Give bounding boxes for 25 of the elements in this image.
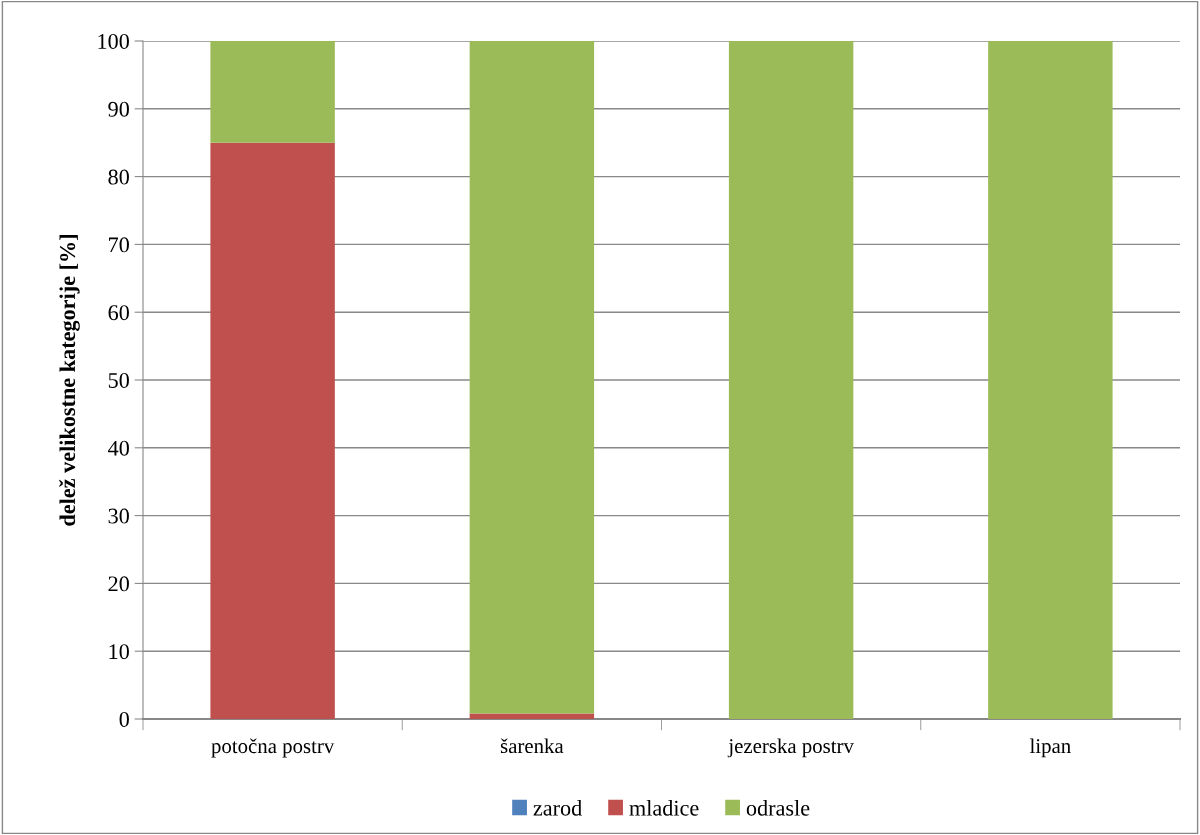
legend-label: odrasle [746,800,810,816]
y-tick-label: 20 [108,576,129,592]
y-tick-label: 40 [108,440,129,456]
bar [210,142,335,719]
y-tick-label: 100 [98,33,129,49]
y-tick-label: 60 [108,305,129,321]
y-axis-title: delež velikostne kategorije [%] [59,235,80,526]
bar [469,41,595,714]
bar [728,41,854,719]
bar [988,41,1113,719]
y-tick-label: 30 [108,508,129,524]
bar [469,713,595,719]
legend-label: zarod [533,800,582,816]
x-tick-label: jezerska postrv [727,738,854,758]
y-tick-label: 90 [108,101,129,117]
y-tick-label: 0 [119,711,129,727]
legend-label: mladice [629,800,699,816]
x-tick-label: lipan [1029,738,1071,758]
y-tick-label: 80 [108,169,129,185]
y-tick-label: 70 [109,237,129,253]
x-tick-label: šarenka [500,738,564,754]
y-tick-label: 10 [109,644,129,660]
x-tick-label: potočna postrv [211,738,335,758]
bar [210,41,335,143]
y-tick-label: 50 [108,372,129,388]
